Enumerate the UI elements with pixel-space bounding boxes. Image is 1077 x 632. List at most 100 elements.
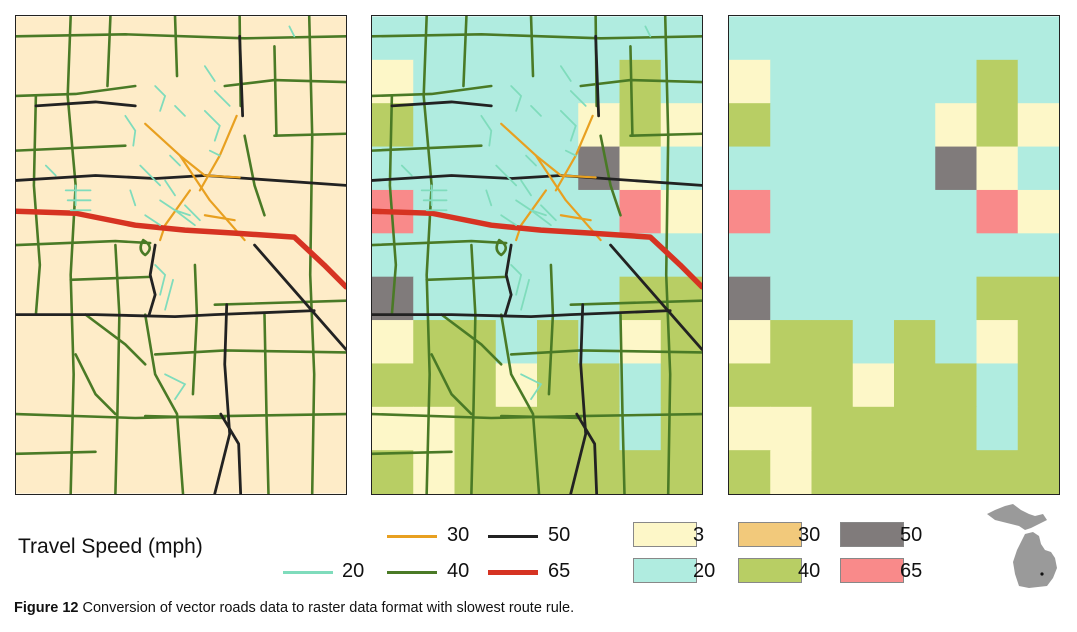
raster-cell (976, 189, 1019, 234)
raster-cell (852, 146, 895, 191)
raster-cell (852, 406, 895, 451)
local-street (495, 164, 518, 187)
road-segment (372, 208, 702, 290)
road-segment (16, 208, 346, 290)
raster-cell (976, 16, 1019, 61)
raster-cell (729, 406, 771, 451)
legend-line-65 (488, 570, 538, 575)
raster-cell (852, 233, 895, 278)
raster-cell (413, 103, 456, 148)
raster-cell (729, 363, 771, 408)
raster-cell (1017, 320, 1059, 365)
local-street (164, 179, 176, 197)
raster-cell (811, 233, 854, 278)
local-street (174, 105, 186, 117)
raster-cell (660, 16, 702, 61)
raster-cell (935, 189, 978, 234)
raster-cell (935, 320, 978, 365)
raster-cell (935, 233, 978, 278)
local-street (288, 25, 296, 38)
road-segment (213, 303, 232, 494)
legend-box-3-label: 3 (693, 524, 705, 546)
local-street (184, 204, 201, 222)
legend-box-30-label: 30 (798, 524, 821, 546)
road-segment (425, 275, 508, 282)
road-segment (629, 44, 634, 138)
raster-cell (660, 363, 702, 408)
raster-cell (852, 103, 895, 148)
raster-cell (372, 146, 414, 191)
raster-overlay-map (371, 15, 703, 495)
raster-cell (578, 363, 621, 408)
raster-cells (372, 16, 702, 494)
local-street (203, 65, 216, 82)
legend-box-50 (840, 522, 904, 547)
road-segment (569, 303, 588, 494)
raster-cell (935, 146, 978, 191)
raster-cell (729, 233, 771, 278)
raster-cell (413, 146, 456, 191)
raster-cell (619, 189, 662, 234)
raster-cell (811, 276, 854, 321)
raster-cell (770, 320, 813, 365)
raster-cell (537, 320, 579, 365)
raster-cell (1017, 16, 1059, 61)
road-segment (372, 174, 702, 187)
legend-box-20 (633, 558, 697, 583)
local-street (154, 85, 167, 112)
raster-cell (894, 146, 936, 191)
raster-overlay-svg (372, 16, 702, 494)
road-segment (534, 154, 597, 179)
raster-cell (372, 320, 414, 365)
raster-cell (495, 59, 538, 104)
road-segment (139, 238, 151, 257)
raster-cell (852, 363, 895, 408)
vector-roads-map (15, 15, 347, 495)
local-street (154, 264, 167, 296)
road-segment (629, 132, 702, 138)
local-street (139, 164, 162, 187)
road-segment (529, 16, 535, 78)
legend-box-65-label: 65 (900, 560, 923, 582)
raster-cell (976, 450, 1019, 494)
local-street (400, 164, 413, 177)
local-street (540, 204, 557, 222)
road-segment (619, 313, 626, 494)
local-street (510, 85, 523, 112)
legend-box-30 (738, 522, 802, 547)
raster-cell (811, 146, 854, 191)
local-street (644, 25, 652, 38)
raster-cell (935, 59, 978, 104)
raster-cell (894, 406, 936, 451)
local-street (530, 209, 552, 227)
raster-cell (454, 16, 497, 61)
raster-cell (1017, 189, 1059, 234)
legend-box-40-label: 40 (798, 560, 821, 582)
road-segment (69, 275, 152, 282)
raster-cell (413, 450, 456, 494)
local-street (564, 149, 577, 157)
local-street (485, 189, 493, 207)
raster-cell (495, 406, 538, 451)
raster-cell (894, 59, 936, 104)
road-segment (495, 238, 507, 257)
road-segment (253, 243, 346, 351)
road-segment (599, 134, 622, 217)
raster-cell (619, 320, 662, 365)
raster-cell (619, 103, 662, 148)
legend-line-40 (387, 571, 437, 574)
legend-line-30 (387, 535, 437, 538)
raster-cell (852, 16, 895, 61)
road-segment (499, 414, 583, 420)
road-segment (390, 100, 493, 108)
raster-cell (770, 450, 813, 494)
raster-cell (1017, 233, 1059, 278)
road-network-overlay (372, 16, 702, 494)
raster-cell (413, 363, 456, 408)
raster-cell (935, 450, 978, 494)
raster-cell (1017, 363, 1059, 408)
raster-cell (894, 16, 936, 61)
raster-cell (935, 406, 978, 451)
raster-cell (770, 146, 813, 191)
raster-cell (811, 450, 854, 494)
